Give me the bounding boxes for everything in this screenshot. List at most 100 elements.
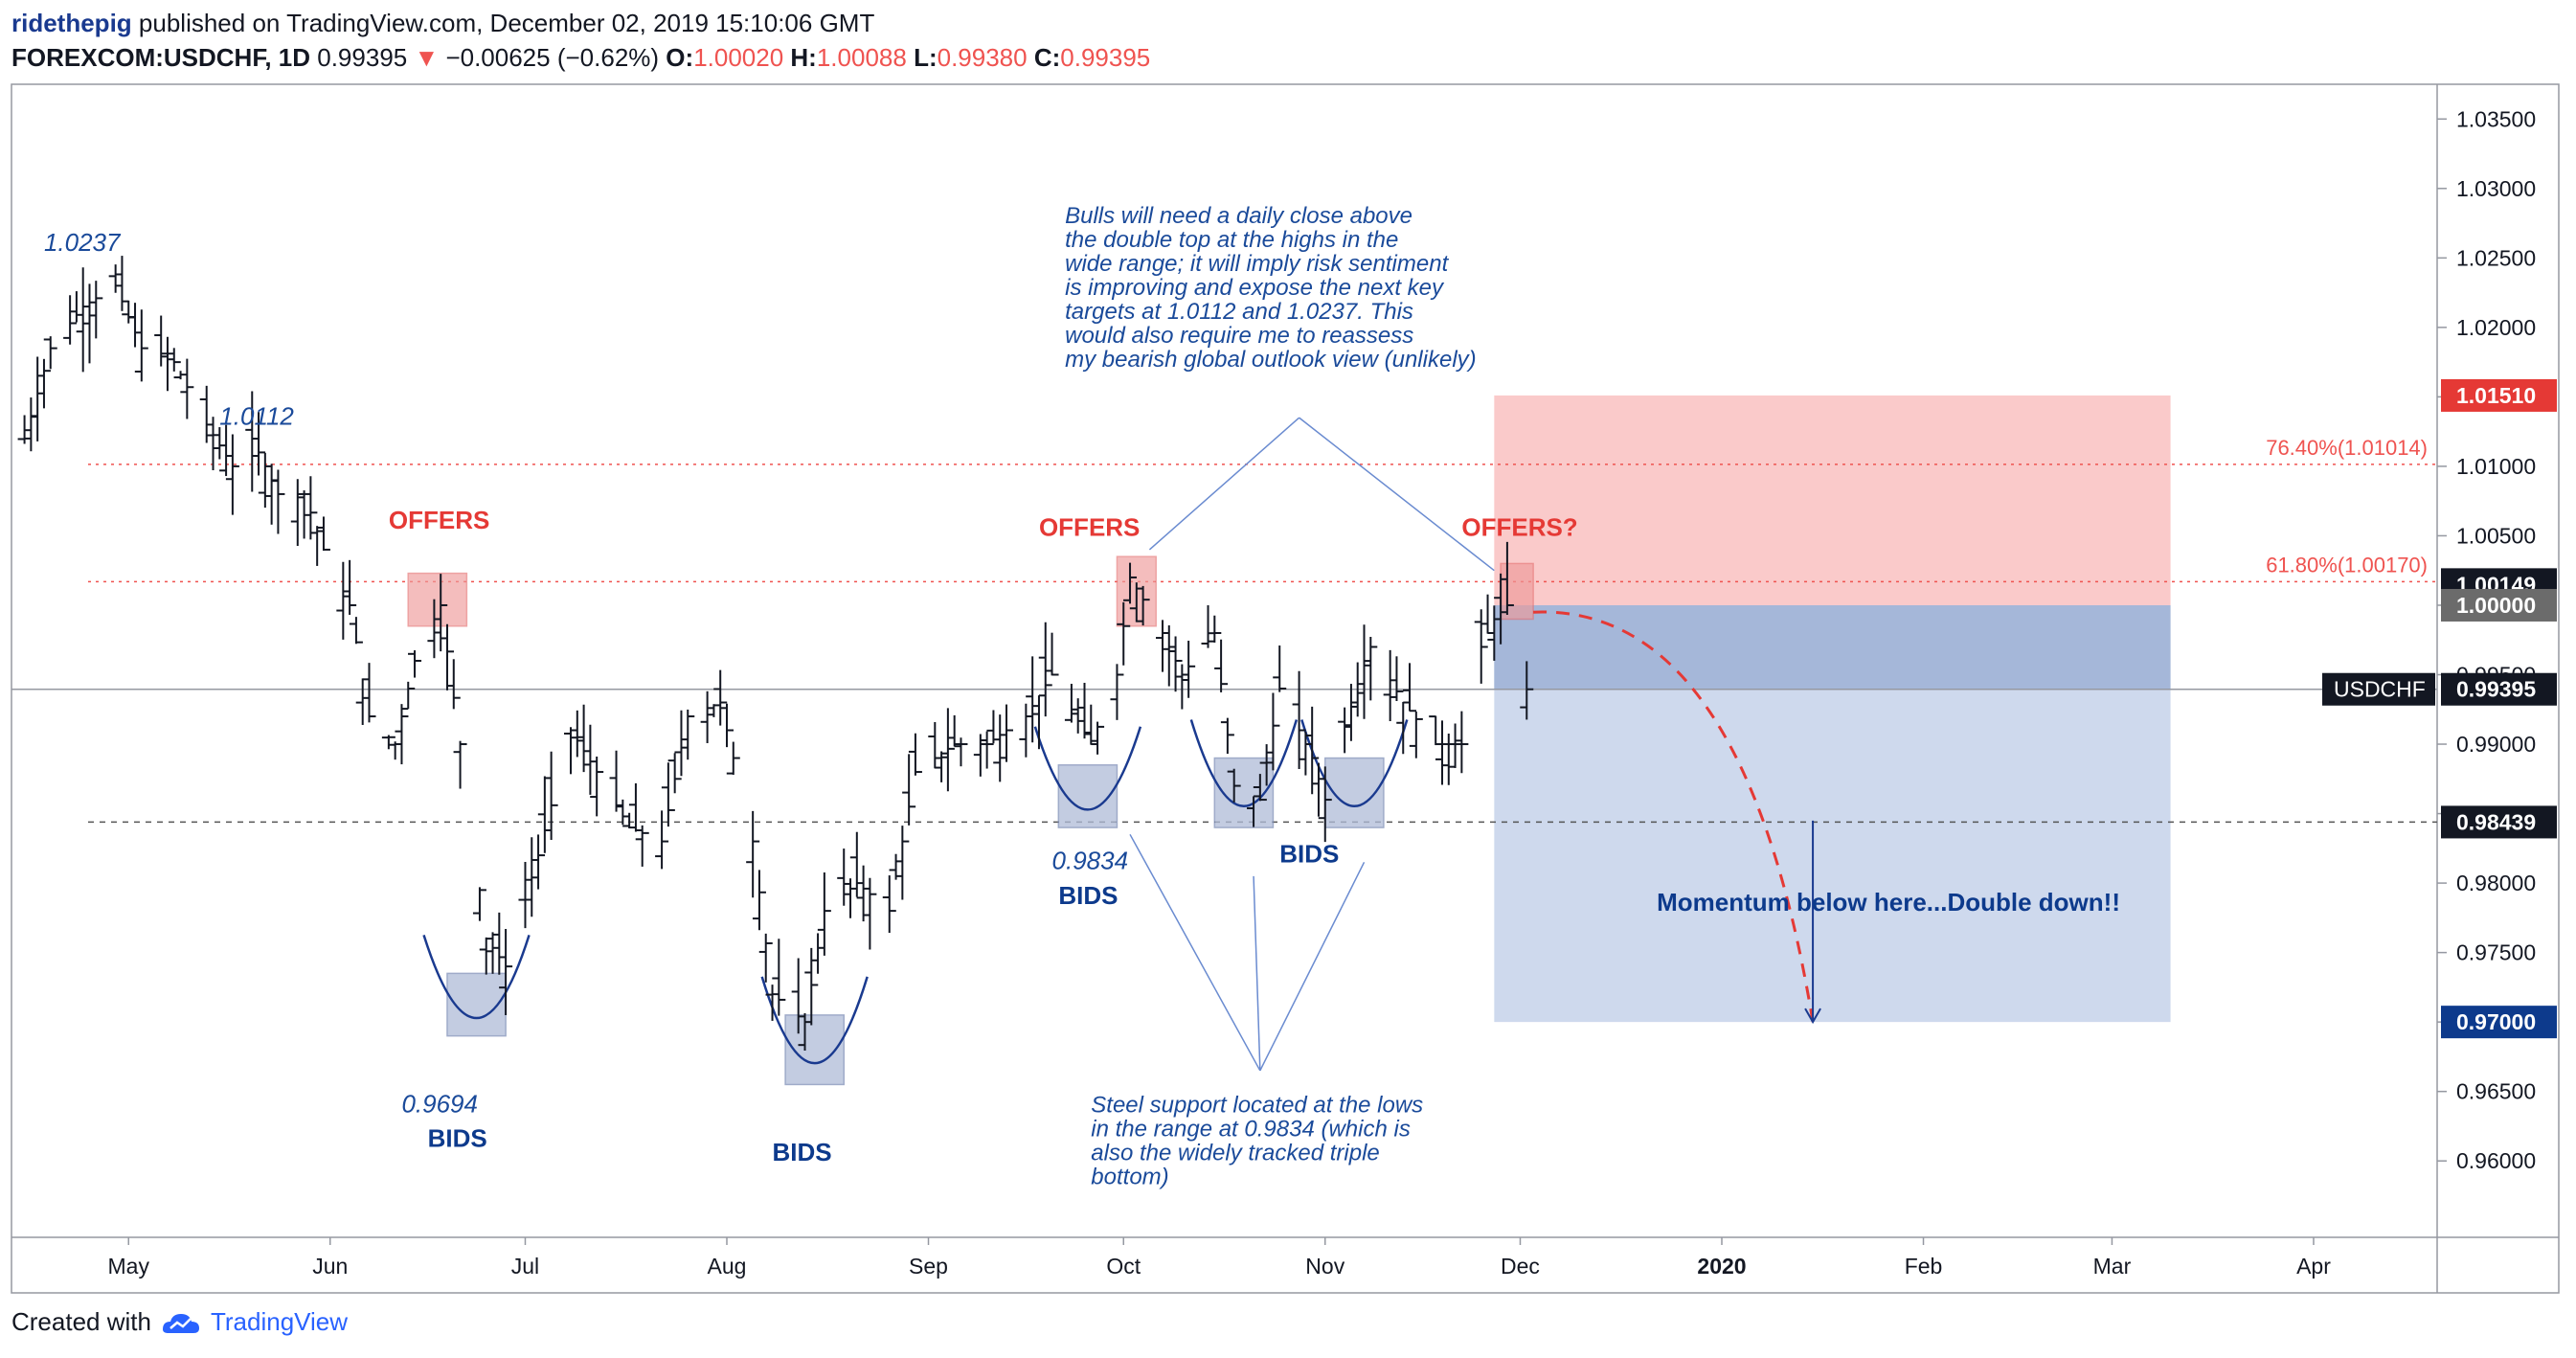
price-bar <box>472 887 486 921</box>
price-bar <box>304 476 318 540</box>
price-tag-bg <box>2441 805 2557 839</box>
price-bar <box>1038 622 1052 717</box>
price-bar <box>837 849 851 906</box>
price-bar <box>882 875 896 934</box>
x-tick-label: Jul <box>511 1254 539 1279</box>
forecast-path <box>1533 610 1815 1023</box>
price-bar <box>355 678 370 725</box>
price-bar <box>622 812 637 829</box>
price-bar <box>1227 768 1241 803</box>
y-tick-label: 1.02500 <box>2456 245 2536 270</box>
annotation-1-0112: 1.0112 <box>219 401 294 430</box>
price-bar <box>180 358 194 419</box>
price-bar <box>537 776 552 853</box>
price-bar <box>719 703 734 748</box>
price-bar <box>1409 711 1423 758</box>
price-bar <box>362 663 376 723</box>
price-bar <box>343 559 357 615</box>
tradingview-cloud-icon[interactable] <box>159 1310 203 1335</box>
price-bar <box>674 710 689 777</box>
symbol-label: FOREXCOM:USDCHF, 1D <box>11 43 311 72</box>
price-bar <box>1123 562 1138 604</box>
x-tick-label: Jun <box>312 1254 348 1279</box>
offers-label-3: OFFERS? <box>1461 512 1577 541</box>
annotation-0-9834: 0.9834 <box>1052 847 1129 875</box>
price-bar <box>1318 766 1332 843</box>
price-bar <box>1214 639 1229 692</box>
price-tag-bg <box>2441 378 2557 412</box>
price-bar <box>1311 762 1325 817</box>
price-bar <box>89 281 103 339</box>
price-bar <box>76 267 90 373</box>
down-arrow-icon: ▼ <box>414 43 440 72</box>
bids-label-4: BIDS <box>1279 839 1339 868</box>
price-bar <box>440 623 454 690</box>
symbol-tag-bg <box>2322 672 2435 706</box>
price-bar <box>564 727 578 775</box>
y-tick-label: 1.03500 <box>2456 106 2536 131</box>
price-bar <box>849 831 864 897</box>
publish-info: published on TradingView.com, December 0… <box>138 9 875 37</box>
price-bar <box>24 397 38 452</box>
tradingview-brand[interactable]: TradingView <box>210 1307 349 1336</box>
chart-header: ridethepig published on TradingView.com,… <box>11 6 1150 75</box>
x-tick-label: Feb <box>1905 1254 1943 1279</box>
price-bar <box>453 740 467 789</box>
price-bar <box>531 834 546 890</box>
price-bar <box>167 348 181 372</box>
price-bar <box>225 434 239 515</box>
pointer-bulls-1 <box>1148 417 1300 551</box>
price-bar <box>518 862 532 929</box>
author-username[interactable]: ridethepig <box>11 9 132 37</box>
price-bar <box>1357 624 1371 719</box>
price-bar <box>213 427 227 460</box>
price-bar <box>1168 636 1183 692</box>
price-bar <box>1383 649 1397 721</box>
price-bar <box>173 371 188 380</box>
bid-curve-5 <box>1033 726 1142 811</box>
pointer-steel-1 <box>1129 833 1261 1072</box>
x-tick-label: Nov <box>1305 1254 1344 1279</box>
price-change: −0.00625 (−0.62%) <box>445 43 660 72</box>
low-value: 0.99380 <box>937 43 1028 72</box>
close-value: 0.99395 <box>1060 43 1151 72</box>
y-tick-label: 0.97500 <box>2456 940 2536 965</box>
price-bar <box>1455 711 1469 774</box>
low-label: L: <box>914 43 938 72</box>
price-bar <box>616 799 630 826</box>
x-tick-label: Aug <box>708 1254 747 1279</box>
bulls-note-line: the double top at the highs in the <box>1065 227 1398 253</box>
price-bar <box>401 681 416 711</box>
bid-zone-5 <box>1057 764 1119 828</box>
price-bar <box>661 762 675 827</box>
bid-curve-6 <box>1189 719 1299 807</box>
x-tick-label: Oct <box>1106 1254 1141 1279</box>
price-bar <box>940 708 955 792</box>
last-price: 0.99395 <box>317 43 408 72</box>
price-bar <box>252 412 266 476</box>
price-bar <box>935 751 949 782</box>
price-bar <box>1084 704 1098 746</box>
y-tick-label: 0.99000 <box>2456 732 2536 757</box>
price-bar <box>1220 717 1234 755</box>
x-tick-label: May <box>108 1254 150 1279</box>
high-value: 1.00088 <box>816 43 907 72</box>
price-bar <box>908 733 922 776</box>
price-bar <box>31 356 45 441</box>
price-bar <box>264 464 279 525</box>
price-bar <box>499 929 513 1015</box>
price-bar <box>1136 585 1150 626</box>
price-bar <box>655 810 669 870</box>
price-bar <box>667 753 682 794</box>
price-bar <box>1045 632 1059 676</box>
x-tick-label: Mar <box>2093 1254 2132 1279</box>
steel-note-line: Steel support located at the lows <box>1091 1092 1423 1118</box>
price-bar <box>1448 723 1462 768</box>
bid-curve-4 <box>760 976 869 1065</box>
price-bar <box>635 825 649 867</box>
price-tag-label: 1.01510 <box>2456 383 2536 408</box>
price-bar <box>1441 734 1456 785</box>
price-bar <box>108 264 123 293</box>
price-tag-label: 0.98439 <box>2456 809 2536 834</box>
